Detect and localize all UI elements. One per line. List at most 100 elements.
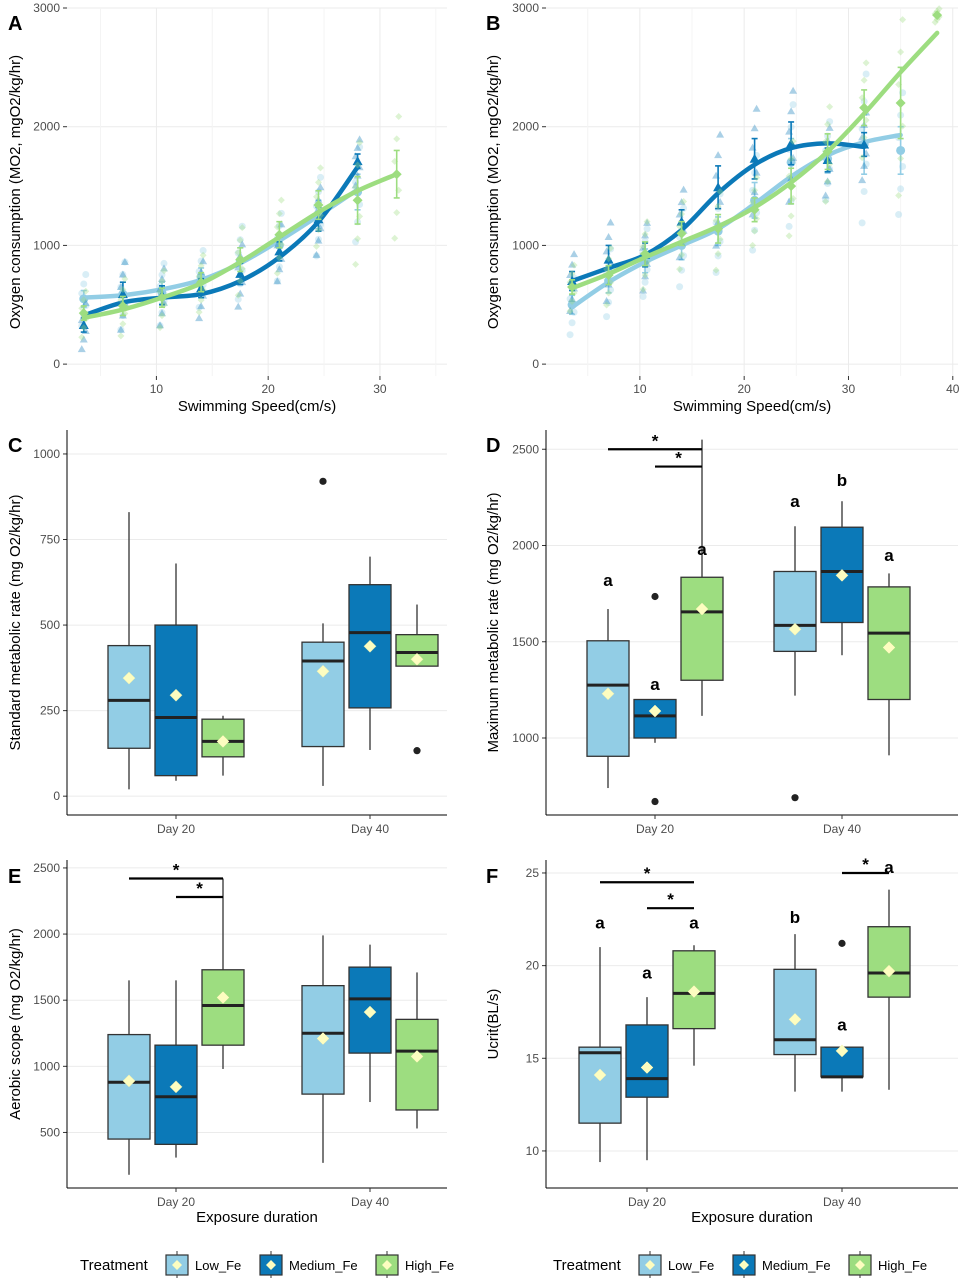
raw-data-point — [603, 301, 611, 309]
mean-point — [274, 246, 285, 256]
box-medium-fe-day-40 — [348, 944, 392, 1103]
mean-point — [274, 229, 285, 240]
raw-data-point — [82, 287, 90, 295]
significance-star: * — [173, 861, 180, 880]
mean-point — [749, 153, 760, 163]
raw-data-point — [712, 241, 721, 249]
raw-data-point — [570, 250, 579, 258]
raw-data-point — [860, 161, 869, 169]
y-tick-label: 2500 — [512, 442, 539, 456]
significance-star: * — [862, 855, 869, 874]
y-tick-label: 500 — [40, 1125, 60, 1139]
mean-point — [896, 145, 906, 155]
box-medium-fe-day-20 — [625, 997, 669, 1161]
raw-data-point — [568, 297, 576, 305]
raw-data-point — [714, 252, 722, 260]
y-tick-label: 2000 — [512, 120, 539, 134]
raw-data-point — [195, 314, 204, 322]
mean-marker — [410, 652, 424, 666]
legend-label: Medium_Fe — [762, 1258, 831, 1273]
raw-data-point — [354, 161, 362, 169]
y-tick-label: 2500 — [33, 861, 60, 875]
raw-data-point — [568, 294, 577, 302]
raw-data-point — [750, 188, 759, 196]
mean-point — [713, 182, 724, 192]
raw-data-point — [825, 123, 834, 131]
raw-data-point — [234, 295, 242, 303]
y-axis-label: Ucrit(BL/s) — [485, 989, 502, 1060]
raw-data-point — [312, 252, 320, 260]
raw-data-point — [603, 313, 611, 321]
y-tick-label: 1000 — [33, 238, 60, 252]
raw-data-point — [824, 120, 832, 128]
raw-data-point — [356, 139, 364, 147]
box-iqr — [348, 966, 392, 1054]
box-low-fe-day-20 — [586, 609, 630, 789]
raw-data-point — [568, 270, 576, 278]
raw-data-point — [197, 262, 205, 270]
box-iqr — [301, 641, 345, 748]
box-low-fe-day-40 — [301, 477, 345, 786]
raw-data-point — [158, 309, 166, 317]
significance-letter: b — [837, 471, 847, 490]
panel-label: A — [8, 13, 22, 35]
x-tick-label: Day 20 — [628, 1195, 666, 1209]
raw-data-point — [197, 257, 205, 265]
legend-mean-marker — [645, 1260, 655, 1270]
raw-data-point — [750, 124, 759, 132]
box-high-fe-day-40 — [867, 889, 911, 1090]
raw-data-point — [314, 226, 322, 234]
raw-data-point — [785, 232, 793, 240]
raw-data-point — [823, 177, 832, 185]
y-tick-label: 10 — [526, 1144, 540, 1158]
box-medium-fe-day-20 — [154, 980, 198, 1158]
mean-point — [713, 223, 724, 234]
legend: Treatment Low_Fe Medium_Fe High_Fe — [80, 1251, 454, 1278]
significance-letter: a — [595, 914, 605, 933]
raw-data-point — [120, 258, 129, 266]
legend-label: Medium_Fe — [289, 1258, 358, 1273]
box-iqr — [395, 1018, 439, 1111]
series-high-fe — [78, 113, 403, 341]
x-tick-label: Day 20 — [157, 1195, 195, 1209]
raw-data-point — [716, 188, 724, 196]
box-low-fe-day-40 — [773, 526, 817, 802]
box-low-fe-day-20 — [107, 980, 151, 1175]
mean-point — [196, 277, 207, 288]
y-axis-label: Oxygen consumption (MO2, mgO2/kg/hr) — [485, 55, 502, 329]
legend-key-low-fe: Low_Fe — [638, 1251, 714, 1278]
outlier-point — [791, 794, 799, 802]
raw-data-point — [393, 209, 401, 217]
legend-key-high-fe: High_Fe — [848, 1251, 927, 1278]
box-high-fe-day-40 — [395, 604, 439, 755]
raw-data-point — [316, 164, 324, 172]
panel-d: D 1000 1500 2000 2500 Maximum metabolic rate … — [485, 430, 958, 836]
mean-point — [117, 300, 128, 311]
box-low-fe-day-20 — [107, 512, 151, 790]
legend-label: High_Fe — [405, 1258, 454, 1273]
raw-data-point — [931, 18, 939, 26]
x-axis-label: Swimming Speed(cm/s) — [673, 398, 831, 415]
raw-data-point — [199, 257, 208, 265]
raw-data-point — [605, 289, 613, 297]
mean-point — [895, 97, 906, 108]
y-tick-label: 500 — [40, 618, 60, 632]
raw-data-point — [675, 253, 684, 261]
mean-marker — [882, 964, 896, 978]
box-low-fe-day-40 — [301, 935, 345, 1163]
raw-data-point — [158, 274, 166, 282]
x-tick-label: Day 40 — [823, 1195, 861, 1209]
raw-data-point — [156, 321, 164, 329]
mean-point — [235, 268, 246, 278]
raw-data-point — [824, 180, 832, 188]
raw-data-point — [568, 260, 577, 268]
raw-data-point — [236, 236, 244, 244]
legend-key-medium-fe: Medium_Fe — [732, 1251, 831, 1278]
raw-data-point — [117, 326, 125, 334]
raw-data-point — [680, 197, 688, 205]
raw-data-point — [77, 345, 86, 353]
panel-label: D — [486, 435, 500, 457]
y-axis-label: Aerobic scope (mg O2/kg/hr) — [7, 928, 24, 1120]
panel-b: B 0 1000 2000 3000 Oxygen consumption (MO2, m… — [485, 1, 960, 415]
legend-key-high-fe: High_Fe — [375, 1251, 454, 1278]
